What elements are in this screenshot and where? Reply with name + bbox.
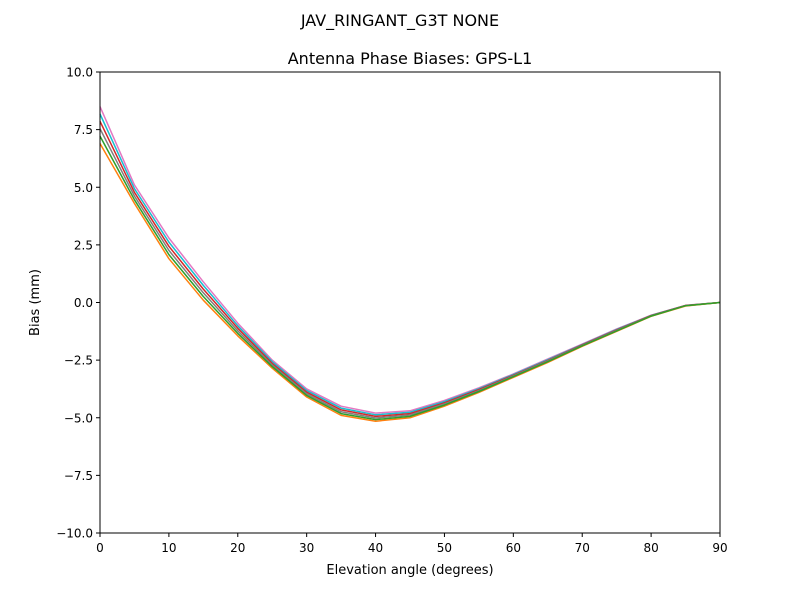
y-tick-label: 7.5 [74,123,93,137]
y-axis-label: Bias (mm) [28,269,43,336]
x-tick-label: 40 [368,541,383,555]
axes-frame [99,71,721,534]
x-tick-label: 70 [575,541,590,555]
x-tick-label: 80 [643,541,658,555]
y-tick-label: 10.0 [66,66,93,80]
series-lines [99,106,721,422]
figure-title: JAV_RINGANT_G3T NONE [300,11,499,31]
x-tick-label: 90 [712,541,727,555]
x-tick-label: 30 [299,541,314,555]
y-tick-label: −10.0 [56,527,93,541]
series-line-6 [99,135,721,421]
chart-title: Antenna Phase Biases: GPS-L1 [288,49,533,68]
y-tick-label: 5.0 [74,181,93,195]
x-axis-label: Elevation angle (degrees) [326,563,493,578]
x-tick-label: 0 [96,541,104,555]
x-tick-label: 60 [506,541,521,555]
y-tick-label: 0.0 [74,296,93,310]
x-tick-label: 50 [437,541,452,555]
y-tick-label: −2.5 [64,354,93,368]
series-line-1 [99,106,721,414]
x-tick-label: 20 [230,541,245,555]
y-tick-label: −5.0 [64,411,93,425]
y-tick-label: 2.5 [74,238,93,252]
series-line-2 [99,113,721,416]
ticks: 0 10 20 30 40 50 60 70 80 90 −10.0 −7.5 −5.0 −2.5 0.0 2… [56,66,727,556]
x-tick-label: 10 [161,541,176,555]
series-line-5 [99,143,721,422]
y-tick-label: −7.5 [64,469,93,483]
